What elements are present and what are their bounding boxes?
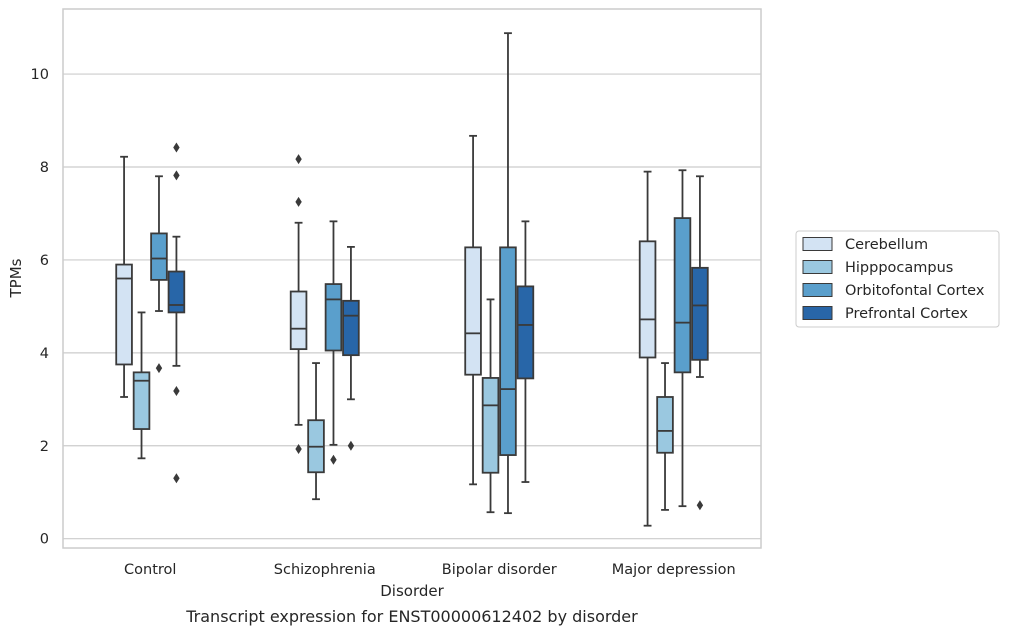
grid-lines xyxy=(63,73,761,540)
legend-label: Cerebellum xyxy=(845,237,928,253)
box-body xyxy=(289,290,308,351)
outlier-point xyxy=(696,500,704,511)
plot-area-frame xyxy=(62,8,762,549)
box-body xyxy=(481,377,500,474)
legend-label: Orbitofontal Cortex xyxy=(845,283,985,299)
box-body xyxy=(656,396,674,454)
y-tick-labels: 0 2 4 6 8 10 xyxy=(31,67,49,548)
x-tick-label: Schizophrenia xyxy=(274,562,376,578)
box-body xyxy=(691,266,709,361)
legend-label: Prefrontal Cortex xyxy=(845,306,968,322)
outlier-point xyxy=(295,196,302,207)
box-group xyxy=(673,169,692,508)
box-group xyxy=(150,175,168,374)
y-tick-label: 6 xyxy=(40,253,49,269)
outlier-point xyxy=(330,454,337,465)
outlier-point xyxy=(173,473,180,484)
box-group xyxy=(132,311,151,460)
box-group xyxy=(499,32,517,515)
box-series xyxy=(115,32,709,527)
chart-caption: Transcript expression for ENST0000061240… xyxy=(185,607,638,626)
box-group xyxy=(638,170,657,527)
outlier-point xyxy=(173,170,180,181)
y-tick-label: 10 xyxy=(31,67,49,83)
box-group xyxy=(464,134,482,486)
y-tick-label: 4 xyxy=(40,346,49,362)
outlier-point xyxy=(347,440,355,451)
box-group xyxy=(115,155,133,398)
legend-swatch xyxy=(802,260,833,274)
box-body xyxy=(132,371,151,430)
x-tick-label: Bipolar disorder xyxy=(442,562,557,578)
box-group xyxy=(289,154,308,455)
box-body xyxy=(324,283,343,352)
box-body xyxy=(150,232,168,281)
x-tick-label: Major depression xyxy=(612,562,736,578)
legend-label: Hipppocampus xyxy=(845,260,953,276)
box-group xyxy=(307,362,325,501)
x-tick-labels: Control Schizophrenia Bipolar disorder Majo… xyxy=(124,562,736,578)
box-body xyxy=(638,240,657,359)
outlier-point xyxy=(295,154,302,165)
legend-items: Cerebellum Hipppocampus Orbitofontal Corte… xyxy=(802,237,985,322)
outlier-point xyxy=(173,142,180,153)
box-body xyxy=(516,285,535,380)
box-body xyxy=(464,246,482,376)
outlier-point xyxy=(173,385,180,396)
box-group xyxy=(481,298,500,514)
legend-swatch xyxy=(802,283,833,297)
box-group xyxy=(324,220,343,465)
y-axis-title: TPMs xyxy=(7,258,25,298)
box-body xyxy=(499,246,517,456)
box-group xyxy=(656,362,674,511)
y-tick-label: 2 xyxy=(40,439,49,455)
box-body xyxy=(115,263,133,366)
y-tick-label: 8 xyxy=(40,160,49,176)
legend-swatch xyxy=(802,306,833,320)
box-group xyxy=(691,175,709,511)
box-group xyxy=(342,246,360,451)
box-group xyxy=(516,220,535,483)
legend: Cerebellum Hipppocampus Orbitofontal Corte… xyxy=(795,230,1000,328)
box-body xyxy=(342,299,360,357)
box-group xyxy=(167,142,186,484)
x-tick-label: Control xyxy=(124,562,176,578)
box-body xyxy=(167,270,186,314)
y-tick-label: 0 xyxy=(40,532,49,548)
x-axis-title: Disorder xyxy=(380,582,444,600)
outlier-point xyxy=(295,444,302,455)
legend-swatch xyxy=(802,237,833,251)
legend-frame xyxy=(795,230,1000,328)
box-body xyxy=(673,217,692,374)
outlier-point xyxy=(155,363,163,374)
